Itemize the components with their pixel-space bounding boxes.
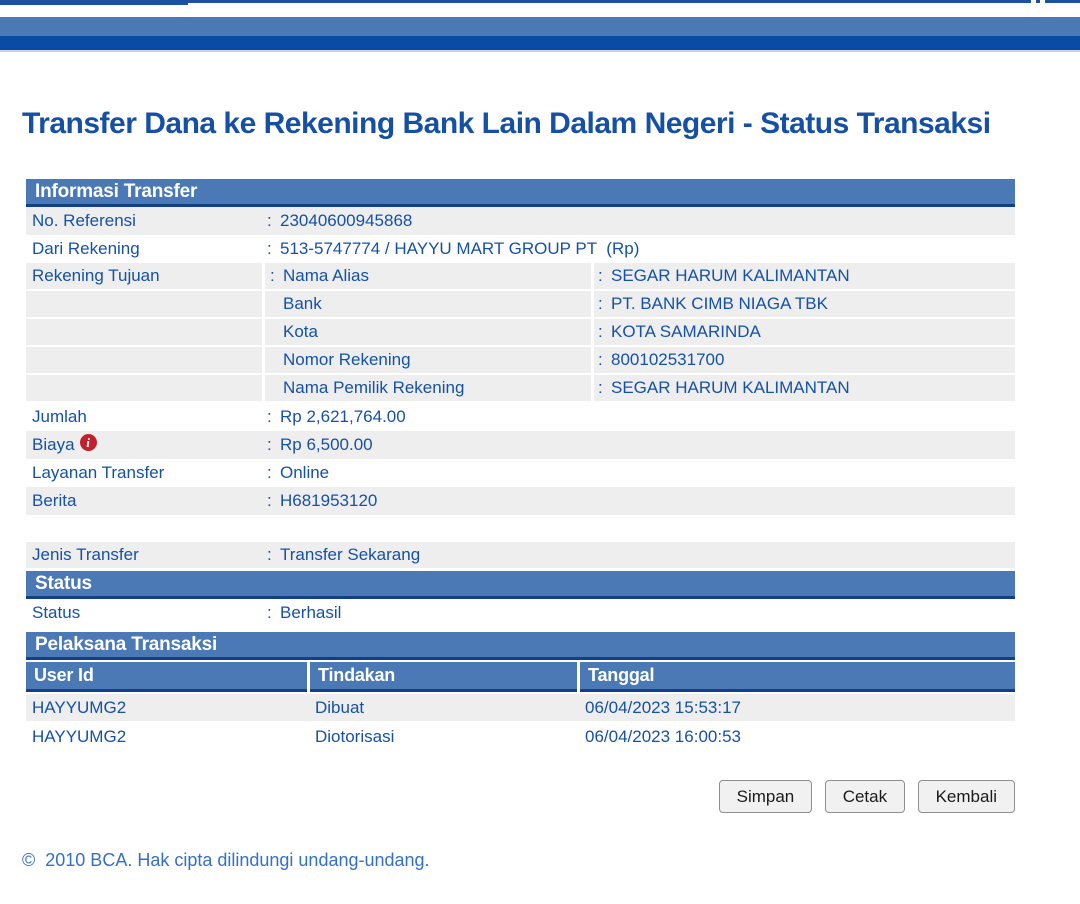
colon-separator: : [598, 350, 603, 369]
sub-value-bank: PT. BANK CIMB NIAGA TBK [611, 294, 828, 313]
colon-separator: : [267, 407, 272, 426]
cell-tanggal: 06/04/2023 15:53:17 [585, 698, 741, 717]
row-jenis-transfer: Jenis Transfer : Transfer Sekarang [26, 542, 1015, 568]
browser-chrome-remnant [0, 0, 1080, 17]
table-row: HAYYUMG2 Dibuat 06/04/2023 15:53:17 [26, 694, 1015, 721]
field-value-biaya: Rp 6,500.00 [280, 435, 373, 454]
sub-value-nama-alias: SEGAR HARUM KALIMANTAN [611, 266, 850, 285]
colon-separator: : [267, 463, 272, 482]
sub-value-nama-pemilik-rekening: SEGAR HARUM KALIMANTAN [611, 378, 850, 397]
row-biaya: Biaya i : Rp 6,500.00 [26, 431, 1015, 459]
chrome-top-line-left-segment [0, 0, 188, 5]
row-rekening-tujuan-nomor-rekening: Nomor Rekening :800102531700 [26, 347, 1015, 373]
field-value-berita: H681953120 [280, 491, 378, 510]
field-label-jenis-transfer: Jenis Transfer [32, 545, 139, 564]
colon-separator: : [267, 491, 272, 510]
row-rekening-tujuan-nama-pemilik: Nama Pemilik Rekening : SEGAR HARUM KALIM… [26, 375, 1015, 401]
field-label-no-referensi: No. Referensi [32, 211, 136, 230]
row-layanan-transfer: Layanan Transfer : Online [26, 459, 1015, 487]
field-value-jenis-transfer: Transfer Sekarang [280, 545, 421, 564]
section-header-informasi-transfer: Informasi Transfer [26, 179, 1015, 207]
field-label-biaya: Biaya [32, 435, 75, 454]
row-no-referensi: No. Referensi :23040600945868 [26, 207, 1015, 235]
row-rekening-tujuan-bank: Bank : PT. BANK CIMB NIAGA TBK [26, 291, 1015, 317]
sub-value-kota: KOTA SAMARINDA [611, 322, 761, 341]
table-row: HAYYUMG2 Diotorisasi 06/04/2023 16:00:53 [26, 723, 1015, 750]
info-icon[interactable]: i [79, 434, 97, 451]
row-rekening-tujuan-nama-alias: Rekening Tujuan : Nama Alias : SEGAR HARUM… [26, 263, 1015, 289]
field-value-layanan-transfer: Online [280, 463, 330, 482]
field-value-dari-rekening: 513-5747774 / HAYYU MART GROUP PT (Rp) [280, 239, 640, 258]
field-label-layanan-transfer: Layanan Transfer [32, 463, 165, 482]
main-content: Transfer Dana ke Rekening Bank Lain Dala… [0, 107, 1067, 813]
colon-separator: : [598, 266, 603, 285]
row-rekening-tujuan-kota: Kota : KOTA SAMARINDA [26, 319, 1015, 345]
informasi-transfer-panel: Informasi Transfer No. Referensi :230406… [26, 179, 1015, 813]
column-header-user-id: User Id [26, 662, 307, 692]
chrome-notch [1031, 0, 1036, 3]
copyright-text: © 2010 BCA. Hak cipta dilindungi undang-… [22, 850, 430, 870]
colon-separator: : [598, 378, 603, 397]
sub-label-kota: Kota [283, 322, 318, 341]
nav-bar-primary [0, 17, 1080, 36]
colon-separator: : [270, 266, 275, 285]
colon-separator: : [267, 545, 272, 564]
action-button-bar: Simpan Cetak Kembali [26, 780, 1015, 813]
cell-tanggal: 06/04/2023 16:00:53 [585, 727, 741, 746]
sub-label-bank: Bank [283, 294, 322, 313]
colon-separator: : [267, 239, 272, 258]
chrome-notch [1040, 0, 1045, 3]
field-label-dari-rekening: Dari Rekening [32, 239, 140, 258]
field-label-berita: Berita [32, 491, 77, 510]
spacer [26, 515, 1015, 542]
colon-separator: : [598, 294, 603, 313]
cell-tindakan: Dibuat [315, 698, 365, 717]
field-value-jumlah: Rp 2,621,764.00 [280, 407, 406, 426]
cetak-button[interactable]: Cetak [824, 780, 906, 813]
column-header-tanggal: Tanggal [580, 662, 1015, 692]
sub-value-nomor-rekening: 800102531700 [611, 350, 725, 369]
row-jumlah: Jumlah : Rp 2,621,764.00 [26, 403, 1015, 431]
row-status: Status : Berhasil [26, 599, 1015, 627]
kembali-button[interactable]: Kembali [917, 780, 1015, 813]
column-header-tindakan: Tindakan [310, 662, 577, 692]
colon-separator: : [267, 211, 272, 230]
simpan-button[interactable]: Simpan [718, 780, 813, 813]
section-header-status: Status [26, 571, 1015, 599]
colon-separator: : [267, 435, 272, 454]
row-dari-rekening: Dari Rekening :513-5747774 / HAYYU MART … [26, 235, 1015, 263]
colon-separator: : [598, 322, 603, 341]
sub-label-nama-pemilik-rekening: Nama Pemilik Rekening [283, 378, 465, 397]
sub-label-nomor-rekening: Nomor Rekening [283, 350, 411, 369]
row-berita: Berita : H681953120 [26, 487, 1015, 515]
cell-user-id: HAYYUMG2 [32, 698, 127, 717]
nav-bar-secondary [0, 36, 1080, 52]
field-value-status: Berhasil [280, 603, 342, 622]
field-label-status: Status [32, 603, 81, 622]
sub-label-nama-alias: Nama Alias [283, 266, 369, 285]
cell-tindakan: Diotorisasi [315, 727, 395, 746]
colon-separator: : [267, 603, 272, 622]
pelaksana-table-header: User Id Tindakan Tanggal [26, 662, 1015, 692]
field-label-jumlah: Jumlah [32, 407, 87, 426]
chrome-top-line [0, 0, 1080, 3]
section-header-pelaksana-transaksi: Pelaksana Transaksi [26, 632, 1015, 660]
cell-user-id: HAYYUMG2 [32, 727, 127, 746]
field-value-no-referensi: 23040600945868 [280, 211, 413, 230]
page-title: Transfer Dana ke Rekening Bank Lain Dala… [22, 107, 991, 140]
field-label-rekening-tujuan: Rekening Tujuan [26, 263, 262, 289]
